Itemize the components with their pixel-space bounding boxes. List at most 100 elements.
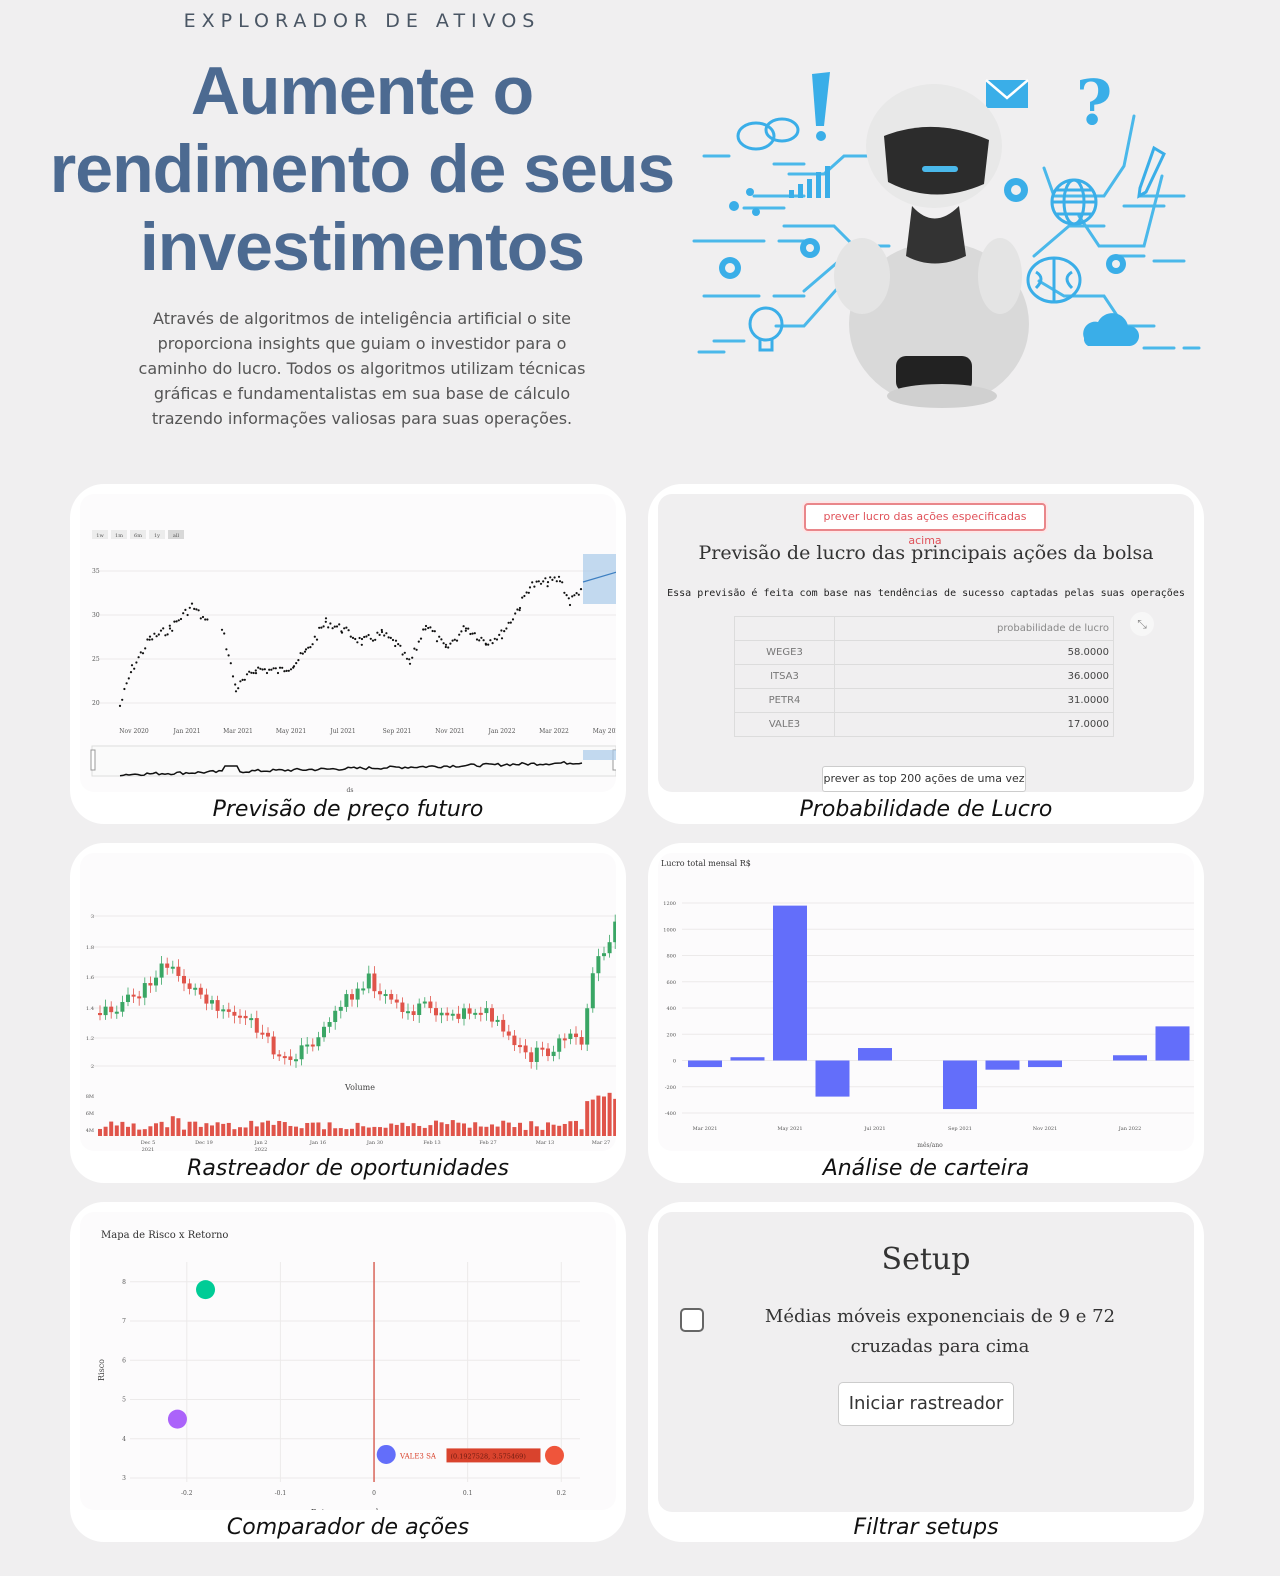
- candle-body: [114, 1011, 119, 1014]
- candle-body: [422, 1001, 427, 1004]
- price-point: [489, 639, 492, 642]
- price-point: [397, 643, 400, 646]
- range-slider-left-handle[interactable]: [90, 749, 96, 771]
- forecast-chart[interactable]: 1w 1m 6m 1y all 35 30 25 20 Nov 2020 Jan 2021 Mar…: [80, 494, 616, 792]
- price-point: [311, 643, 314, 646]
- price-point: [525, 591, 528, 594]
- volume-bar: [170, 1116, 175, 1136]
- card-profit-probability[interactable]: prever lucro das ações especificadas aci…: [648, 484, 1204, 824]
- candle-body: [355, 988, 360, 1000]
- volume-bar: [383, 1127, 388, 1136]
- card-setup-filter[interactable]: Setup Médias móveis exponenciais de 9 e …: [648, 1202, 1204, 1542]
- candle-body: [187, 983, 192, 989]
- hero-title: Aumente o rendimento de seus investiment…: [40, 52, 684, 286]
- profit-bar[interactable]: [773, 905, 807, 1061]
- price-point: [123, 687, 126, 691]
- profit-bar[interactable]: [1028, 1060, 1062, 1068]
- candle-body: [596, 956, 601, 974]
- profit-bar[interactable]: [688, 1060, 722, 1068]
- price-point: [444, 643, 448, 646]
- volume-bar: [540, 1129, 545, 1136]
- volume-bar: [551, 1124, 556, 1136]
- price-point: [537, 580, 540, 583]
- card-opportunity-tracker[interactable]: 3 1.8 1.6 1.4 1.2 2 Volume 8M 6M 4M Dec 5 Dec 19…: [70, 843, 626, 1183]
- predict-specified-button[interactable]: prever lucro das ações especificadas aci…: [804, 503, 1046, 547]
- price-point: [387, 636, 390, 639]
- price-point: [509, 621, 512, 624]
- volume-bar: [243, 1127, 248, 1136]
- card-caption: Filtrar setups: [853, 1515, 999, 1540]
- volume-bar: [204, 1123, 209, 1136]
- price-point: [327, 626, 330, 629]
- profit-bar[interactable]: [858, 1048, 892, 1061]
- candle-body: [327, 1022, 332, 1027]
- price-point: [371, 639, 375, 642]
- volume-bar: [232, 1129, 237, 1136]
- volume-bar: [456, 1122, 461, 1136]
- price-point: [565, 594, 568, 597]
- volume-bar: [187, 1121, 192, 1136]
- stock-point[interactable]: [376, 1444, 396, 1464]
- price-point: [220, 628, 224, 631]
- volume-bar: [198, 1126, 203, 1136]
- forecast-confidence-band: [583, 554, 616, 604]
- y-tick: 1.8: [86, 945, 94, 951]
- stock-point[interactable]: [196, 1280, 216, 1300]
- price-point: [121, 698, 124, 701]
- price-point: [315, 638, 319, 641]
- setup-checkbox[interactable]: [680, 1308, 704, 1332]
- profit-bar[interactable]: [815, 1060, 850, 1097]
- candle-body: [428, 1001, 433, 1009]
- profit-bar[interactable]: [1155, 1026, 1190, 1061]
- price-point: [374, 638, 377, 641]
- volume-bar: [226, 1122, 231, 1136]
- portfolio-chart[interactable]: Lucro total mensal R$ -400 -200 0 200 400 600…: [658, 853, 1194, 1151]
- volume-bar: [366, 1127, 371, 1136]
- risk-return-chart[interactable]: Mapa de Risco x Retorno 8 7 6 5 4 3 -0.2 -0.1 0…: [80, 1212, 616, 1510]
- volume-label: Volume: [344, 1083, 375, 1092]
- range-button[interactable]: [168, 530, 184, 539]
- volume-bar: [417, 1125, 422, 1136]
- candlestick-chart[interactable]: 3 1.8 1.6 1.4 1.2 2 Volume 8M 6M 4M Dec 5 Dec 19…: [80, 853, 616, 1151]
- candle-body: [277, 1054, 282, 1057]
- expand-icon[interactable]: ⤡: [1130, 612, 1154, 636]
- candle-body: [574, 1033, 578, 1038]
- card-portfolio-analysis[interactable]: Lucro total mensal R$ -400 -200 0 200 400 600…: [648, 843, 1204, 1183]
- robot-figure: [834, 84, 1029, 408]
- y-tick: 1200: [663, 901, 676, 907]
- card-price-forecast[interactable]: 1w 1m 6m 1y all 35 30 25 20 Nov 2020 Jan 2021 Mar…: [70, 484, 626, 824]
- stock-point[interactable]: [544, 1445, 564, 1465]
- x-tick: Mar 13: [536, 1140, 554, 1146]
- candle-body: [249, 1018, 254, 1021]
- price-point: [272, 667, 275, 670]
- predict-top200-button[interactable]: prever as top 200 ações de uma vez: [822, 766, 1026, 792]
- candle-body: [98, 1013, 102, 1016]
- candle-body: [562, 1038, 567, 1041]
- range-button[interactable]: [130, 530, 146, 539]
- start-tracker-button[interactable]: Iniciar rastreador: [838, 1382, 1014, 1426]
- volume-bar: [590, 1099, 595, 1136]
- volume-bar: [557, 1125, 562, 1136]
- range-button[interactable]: [149, 530, 165, 539]
- price-point: [447, 646, 450, 649]
- profit-bar[interactable]: [1113, 1055, 1147, 1061]
- range-button[interactable]: [111, 530, 127, 539]
- price-point: [356, 641, 359, 644]
- range-button[interactable]: [92, 530, 108, 539]
- price-point: [151, 638, 154, 641]
- stock-point[interactable]: [167, 1409, 187, 1429]
- volume-bar: [131, 1123, 136, 1136]
- price-point: [378, 633, 381, 636]
- card-stock-comparator[interactable]: Mapa de Risco x Retorno 8 7 6 5 4 3 -0.2 -0.1 0…: [70, 1202, 626, 1542]
- price-point: [338, 623, 341, 626]
- chart-title: Mapa de Risco x Retorno: [101, 1230, 228, 1241]
- range-slider[interactable]: [91, 745, 616, 777]
- y-tick: 600: [666, 980, 676, 986]
- price-point: [514, 612, 517, 615]
- profit-bar[interactable]: [985, 1060, 1020, 1070]
- price-point: [173, 620, 176, 623]
- candle-body: [221, 1009, 226, 1012]
- profit-bar[interactable]: [943, 1060, 977, 1110]
- volume-bar: [344, 1129, 349, 1136]
- profit-bar[interactable]: [730, 1057, 765, 1061]
